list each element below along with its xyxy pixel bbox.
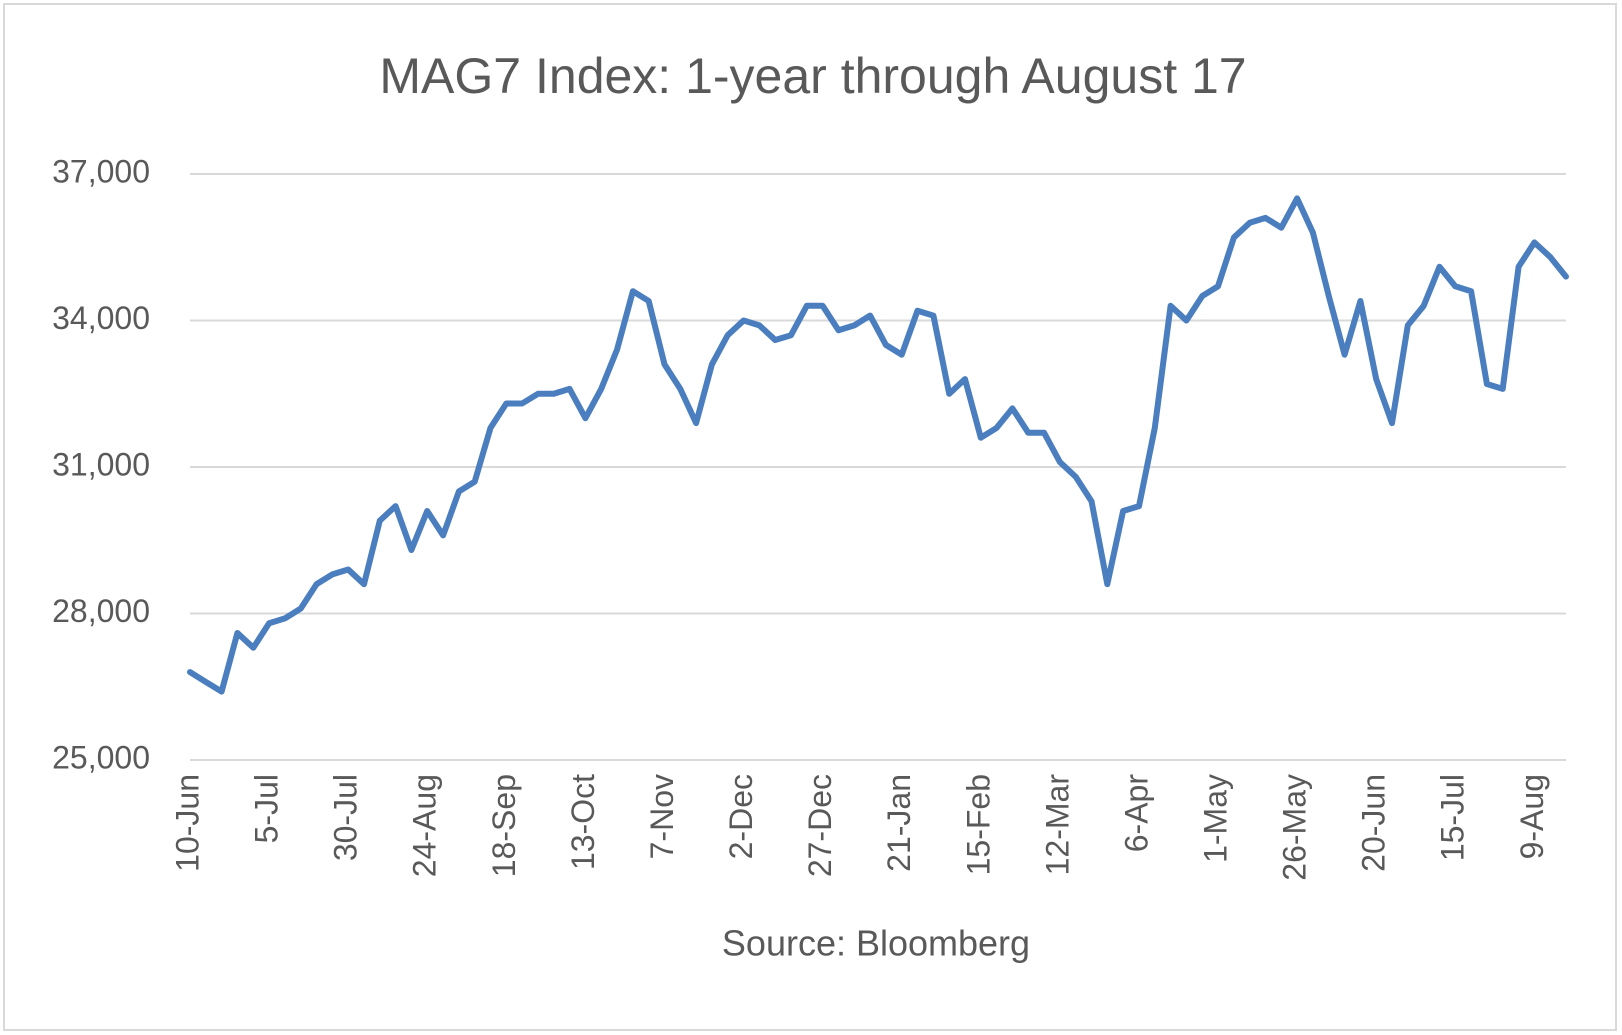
x-tick-label: 9-Aug — [1514, 774, 1550, 859]
x-tick-label: 10-Jun — [169, 774, 205, 872]
x-tick-label: 21-Jan — [881, 774, 917, 872]
x-tick-label: 15-Feb — [960, 774, 996, 875]
x-tick-label: 20-Jun — [1356, 774, 1392, 872]
x-tick-label: 27-Dec — [802, 774, 838, 877]
x-tick-label: 12-Mar — [1039, 774, 1075, 876]
y-tick-label: 37,000 — [52, 153, 150, 189]
x-tick-label: 5-Jul — [249, 774, 285, 843]
y-tick-label: 31,000 — [52, 446, 150, 482]
x-tick-label: 15-Jul — [1435, 774, 1471, 861]
x-tick-label: 7-Nov — [644, 774, 680, 859]
x-tick-label: 6-Apr — [1118, 774, 1154, 853]
x-axis-label: Source: Bloomberg — [722, 923, 1030, 964]
x-tick-label: 2-Dec — [723, 774, 759, 859]
chart-title: MAG7 Index: 1-year through August 17 — [379, 48, 1246, 104]
y-tick-label: 34,000 — [52, 300, 150, 336]
x-tick-label: 13-Oct — [565, 774, 601, 870]
y-tick-label: 28,000 — [52, 593, 150, 629]
x-tick-label: 30-Jul — [328, 774, 364, 861]
data-line — [187, 195, 1569, 695]
x-tick-label: 26-May — [1277, 774, 1313, 881]
x-tick-label: 18-Sep — [486, 774, 522, 877]
x-tick-label: 1-May — [1197, 774, 1233, 863]
x-tick-label: 24-Aug — [407, 774, 443, 877]
y-tick-label: 25,000 — [52, 739, 150, 775]
